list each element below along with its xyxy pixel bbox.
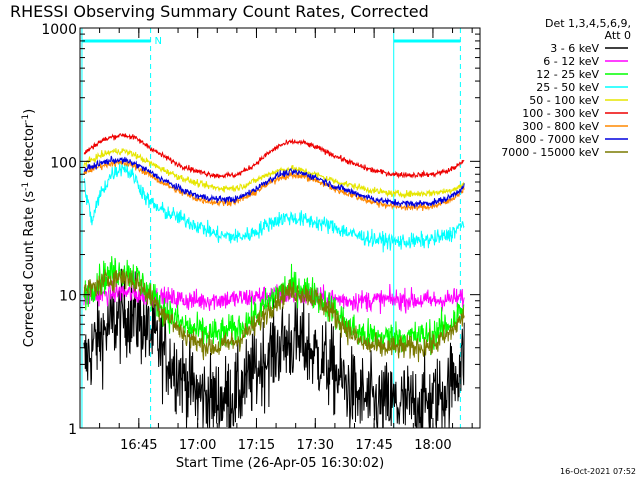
series-line-7 [83,155,465,209]
y-tick-label: 10 [59,289,77,305]
series-line-0 [83,268,465,429]
series-line-4 [83,147,465,199]
y-axis-label: Corrected Count Rate (s-1 detector-1) [21,109,37,347]
legend-label-8: 7000 - 15000 keV [501,146,599,159]
y-axis-label-part1: Corrected Count Rate (s [22,191,37,348]
y-axis: 1 10 100 1000 [41,22,480,438]
legend-header-line1: Det 1,3,4,5,6,9, [545,17,631,30]
x-tick-label: 18:00 [414,438,451,453]
series-line-8 [83,269,465,363]
legend-label-4: 50 - 100 keV [529,94,599,107]
legend-label-0: 3 - 6 keV [550,42,599,55]
x-tick-label: 17:30 [297,438,334,453]
legend-label-2: 12 - 25 keV [536,68,599,81]
y-tick-label: 1000 [41,22,77,38]
legend-label-3: 25 - 50 keV [536,81,599,94]
plot-area: N [81,28,465,429]
y-axis-label-sup2: -1 [21,114,31,123]
x-axis-label: Start Time (26-Apr-05 16:30:02) [176,456,384,471]
y-tick-label: 100 [50,155,77,171]
legend-header-line2: Att 0 [605,29,631,42]
x-tick-label: 17:15 [238,438,275,453]
legend-label-1: 6 - 12 keV [543,55,599,68]
legend-label-7: 800 - 7000 keV [515,133,599,146]
series-line-5 [83,132,465,179]
x-tick-label: 17:45 [355,438,392,453]
x-tick-label: 17:00 [179,438,216,453]
chart-title: RHESSI Observing Summary Count Rates, Co… [10,2,429,21]
y-axis-label-sup1: -1 [21,182,31,191]
legend-label-5: 100 - 300 keV [522,107,599,120]
x-tick-label: 16:45 [120,438,157,453]
series-line-3 [83,161,465,253]
y-tick-label: 1 [68,422,77,438]
annotation-label: N [155,36,162,47]
legend-label-6: 300 - 800 keV [522,120,599,133]
plot-frame [79,27,481,429]
timestamp: 16-Oct-2021 07:52 [560,467,636,476]
x-axis: 16:45 17:00 17:15 17:30 17:45 18:00 [99,28,473,453]
y-axis-label-part2: detector [22,122,37,182]
y-axis-label-part3: ) [22,109,37,114]
